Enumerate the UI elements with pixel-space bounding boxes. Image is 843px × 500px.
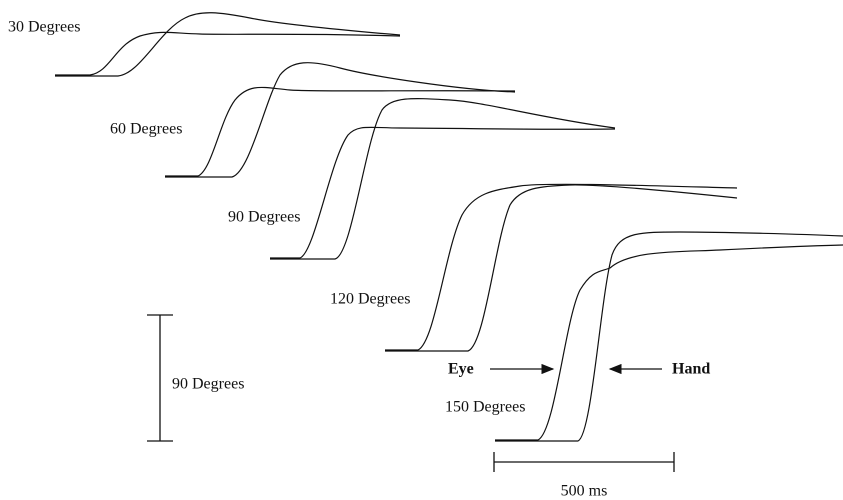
hand-label: Hand: [672, 361, 710, 378]
trace-120: [385, 183, 738, 352]
trace-label: 150 Degrees: [445, 399, 525, 416]
trace-60: [165, 62, 516, 178]
trace-150: [495, 231, 843, 442]
hand-trace: [165, 62, 516, 178]
eye-trace: [165, 86, 516, 177]
scale-label: 500 ms: [561, 483, 608, 500]
trace-label: 120 Degrees: [330, 291, 410, 308]
hand-trace: [55, 12, 401, 77]
trace-90: [270, 97, 616, 260]
hand-trace: [385, 184, 738, 352]
eye-trace: [495, 244, 843, 441]
scale-label: 90 Degrees: [172, 376, 244, 393]
eye-label: Eye: [448, 361, 474, 378]
vertical-scale-bar: [147, 314, 173, 442]
eye-trace: [385, 183, 738, 351]
hand-trace: [495, 231, 843, 442]
horizontal-scale-bar: [493, 452, 675, 472]
trace-label: 90 Degrees: [228, 209, 300, 226]
trace-30: [55, 12, 401, 77]
trace-label: 30 Degrees: [8, 19, 80, 36]
eye-trace: [55, 31, 401, 76]
hand-trace: [270, 97, 616, 260]
trace-label: 60 Degrees: [110, 121, 182, 138]
eye-trace: [270, 126, 616, 259]
